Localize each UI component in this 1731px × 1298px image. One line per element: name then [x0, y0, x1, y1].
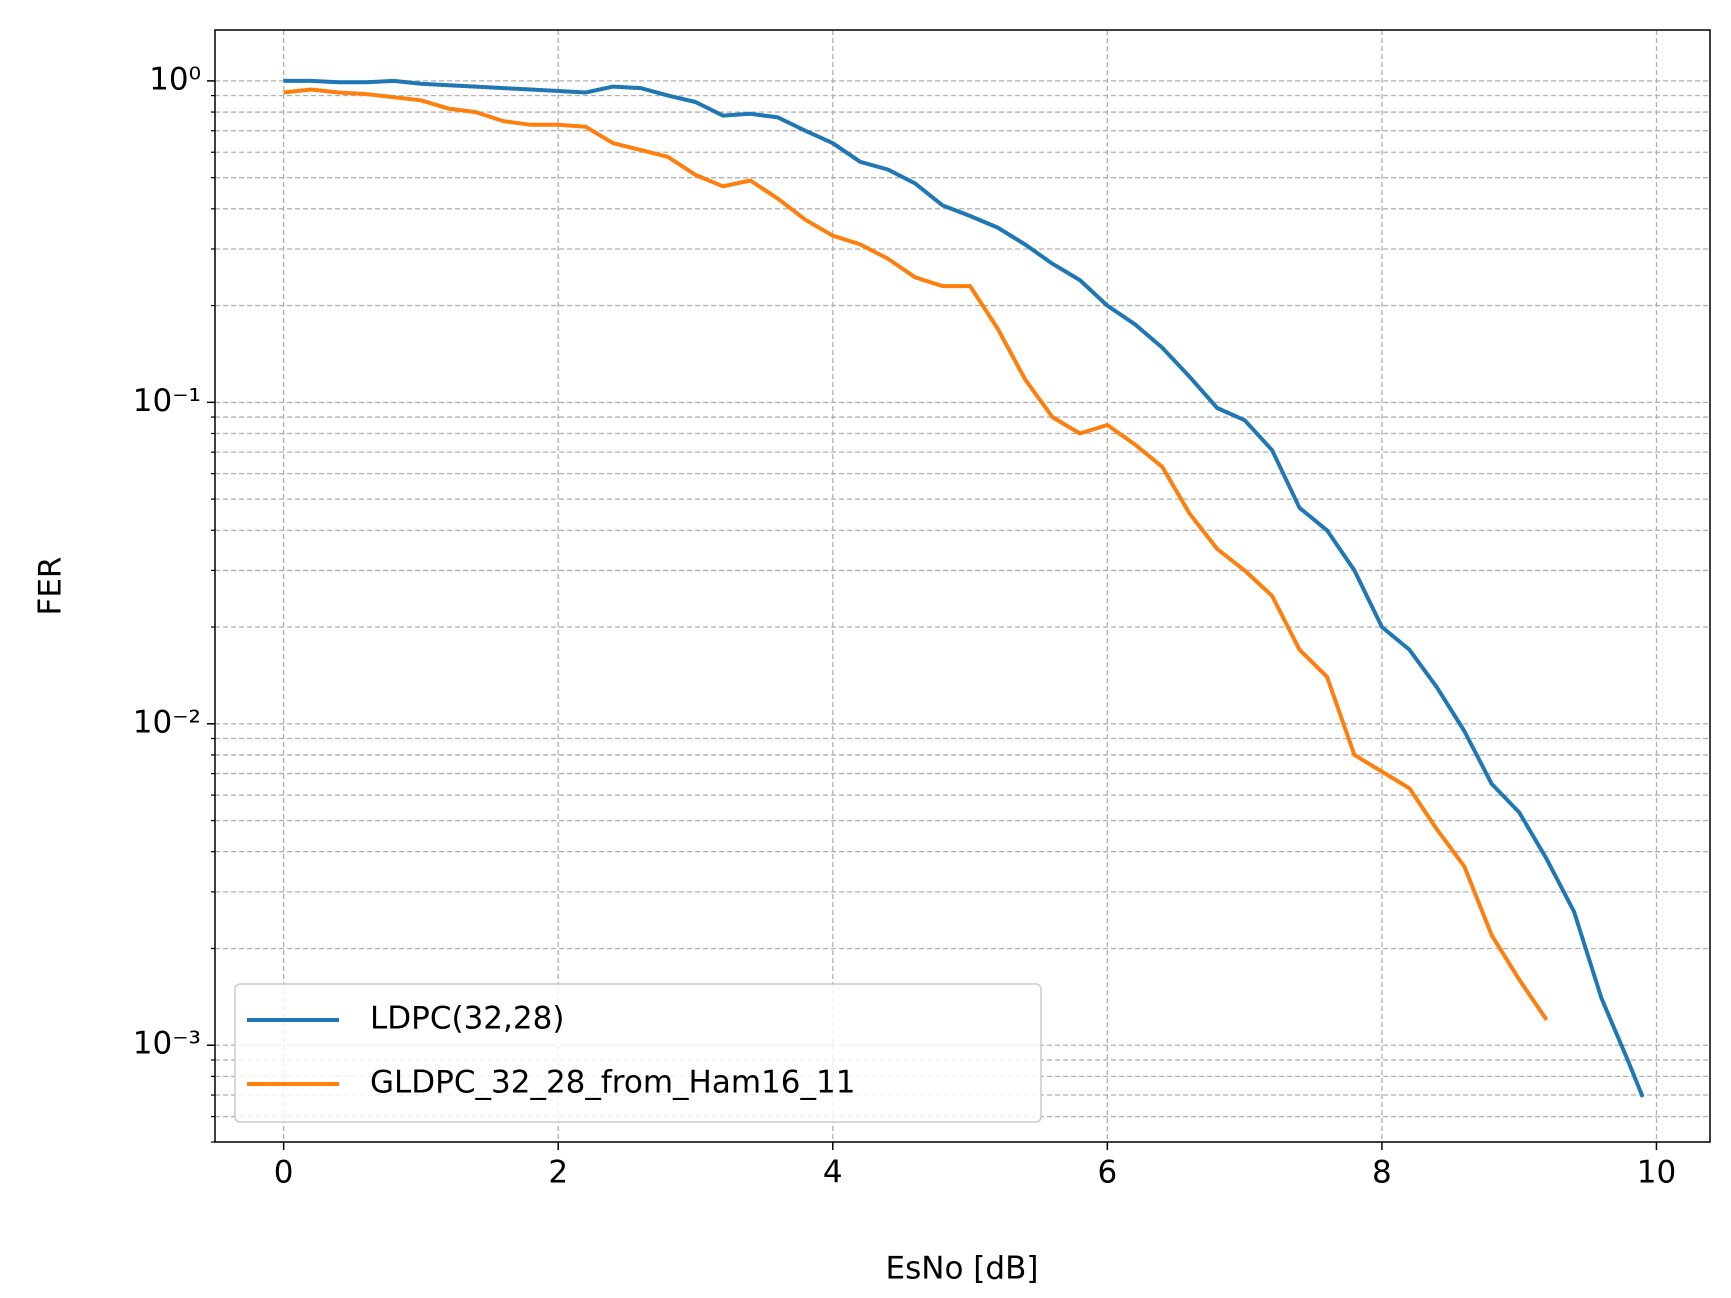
x-tick-label: 8 — [1372, 1155, 1392, 1191]
y-tick-label: 10⁻² — [133, 704, 201, 740]
x-tick-label: 2 — [548, 1155, 568, 1191]
y-tick-label: 10⁰ — [149, 61, 201, 97]
series-line — [283, 78, 1645, 1098]
x-tick-label: 0 — [274, 1155, 294, 1191]
legend-label: LDPC(32,28) — [370, 1001, 564, 1037]
x-tick-label: 6 — [1097, 1155, 1117, 1191]
x-tick-label: 4 — [823, 1155, 843, 1191]
x-axis-label: EsNo [dB] — [886, 1251, 1039, 1287]
y-tick-label: 10⁻¹ — [133, 383, 201, 419]
x-tick-label: 10 — [1637, 1155, 1676, 1191]
legend-label: GLDPC_32_28_from_Ham16_11 — [370, 1065, 855, 1101]
series-line — [283, 87, 1549, 1021]
plot-frame — [214, 29, 1711, 1143]
y-tick-label: 10⁻³ — [133, 1026, 201, 1062]
legend-box — [234, 983, 1042, 1123]
y-axis-label: FER — [33, 557, 69, 616]
